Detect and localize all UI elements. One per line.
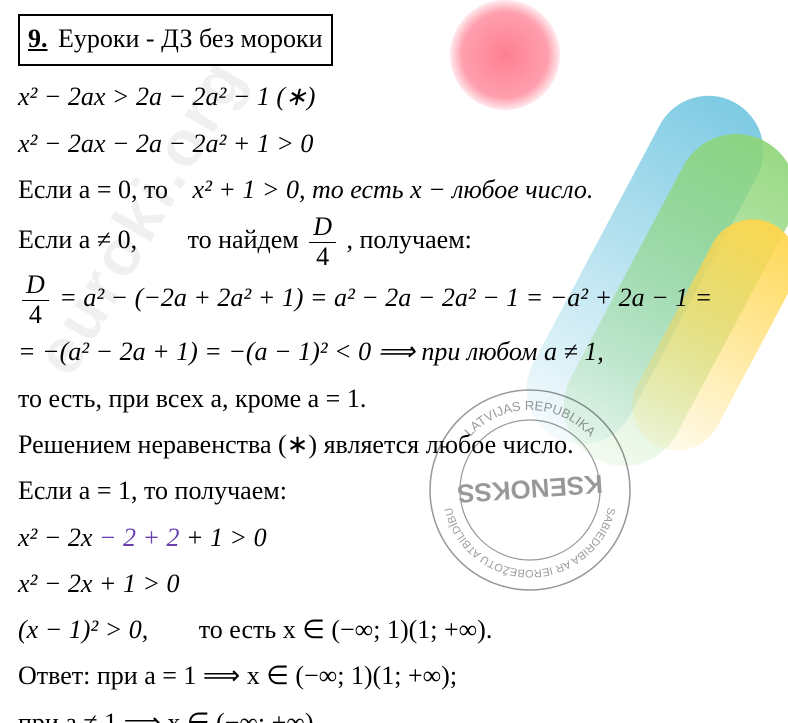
eq-4c: , получаем: bbox=[347, 225, 472, 254]
eq-6: = −(a² − 2a + 1) = −(a − 1)² < 0 ⟹ при л… bbox=[18, 337, 604, 366]
eq-4b: то найдем bbox=[188, 225, 299, 254]
frac-den-2: 4 bbox=[22, 301, 49, 330]
eq-1: x² − 2ax > 2a − 2a² − 1 (∗) bbox=[18, 82, 315, 111]
eq-2: x² − 2ax − 2a − 2a² + 1 > 0 bbox=[18, 129, 313, 158]
eq-9: Если a = 1, то получаем: bbox=[18, 476, 287, 505]
heading-number: 9. bbox=[28, 24, 48, 53]
eq-10a: x² − 2x bbox=[18, 523, 99, 552]
frac-d4-lhs: D 4 bbox=[22, 271, 49, 329]
eq-7: то есть, при всех a, кроме a = 1. bbox=[18, 384, 366, 413]
eq-12b: то есть x ∈ (−∞; 1)(1; +∞). bbox=[199, 615, 493, 644]
eq-10c: + 1 > 0 bbox=[180, 523, 267, 552]
frac-den: 4 bbox=[309, 243, 336, 272]
eq-14: при a ≠ 1 ⟹ x ∈ (−∞; +∞). bbox=[18, 708, 320, 723]
eq-13: Ответ: при a = 1 ⟹ x ∈ (−∞; 1)(1; +∞); bbox=[18, 661, 457, 690]
content: 9. Еуроки - ДЗ без мороки x² − 2ax > 2a … bbox=[0, 0, 788, 723]
page-root: euroki.org LATVIJAS REPUBLIKA SABIEDRIBA… bbox=[0, 0, 788, 723]
eq-3a: Если a = 0, то bbox=[18, 175, 168, 204]
frac-num-2: D bbox=[22, 271, 49, 301]
eq-11: x² − 2x + 1 > 0 bbox=[18, 569, 180, 598]
eq-5: = a² − (−2a + 2a² + 1) = a² − 2a − 2a² −… bbox=[59, 283, 712, 312]
frac-d4-inline: D 4 bbox=[309, 213, 336, 271]
heading-box: 9. Еуроки - ДЗ без мороки bbox=[18, 14, 333, 66]
eq-12a: (x − 1)² > 0, bbox=[18, 615, 148, 644]
frac-num: D bbox=[309, 213, 336, 243]
heading-title: Еуроки - ДЗ без мороки bbox=[58, 24, 323, 53]
eq-8: Решением неравенства (∗) является любое … bbox=[18, 430, 574, 459]
eq-4a: Если a ≠ 0, bbox=[18, 225, 137, 254]
eq-3b: x² + 1 > 0, то есть x − любое число. bbox=[193, 175, 594, 204]
eq-10b: − 2 + 2 bbox=[99, 523, 180, 552]
